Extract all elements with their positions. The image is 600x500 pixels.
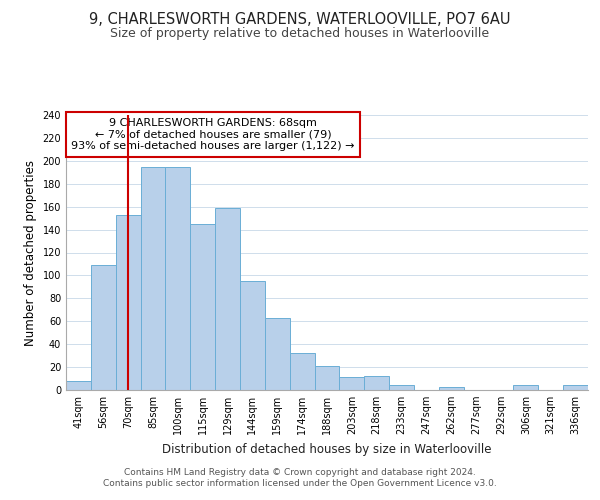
Bar [91, 265, 116, 390]
Text: Contains HM Land Registry data © Crown copyright and database right 2024.
Contai: Contains HM Land Registry data © Crown c… [103, 468, 497, 487]
Bar [215, 208, 240, 390]
Text: Distribution of detached houses by size in Waterlooville: Distribution of detached houses by size … [162, 442, 492, 456]
Bar [340, 378, 364, 390]
Bar [439, 386, 464, 390]
Bar [140, 166, 166, 390]
Text: 9 CHARLESWORTH GARDENS: 68sqm
← 7% of detached houses are smaller (79)
93% of se: 9 CHARLESWORTH GARDENS: 68sqm ← 7% of de… [71, 118, 355, 151]
Bar [290, 354, 314, 390]
Bar [66, 381, 91, 390]
Y-axis label: Number of detached properties: Number of detached properties [24, 160, 37, 346]
Bar [190, 224, 215, 390]
Bar [364, 376, 389, 390]
Bar [166, 166, 190, 390]
Bar [389, 386, 414, 390]
Bar [240, 281, 265, 390]
Bar [265, 318, 290, 390]
Bar [563, 386, 588, 390]
Text: 9, CHARLESWORTH GARDENS, WATERLOOVILLE, PO7 6AU: 9, CHARLESWORTH GARDENS, WATERLOOVILLE, … [89, 12, 511, 28]
Text: Size of property relative to detached houses in Waterlooville: Size of property relative to detached ho… [110, 28, 490, 40]
Bar [314, 366, 340, 390]
Bar [514, 386, 538, 390]
Bar [116, 214, 140, 390]
